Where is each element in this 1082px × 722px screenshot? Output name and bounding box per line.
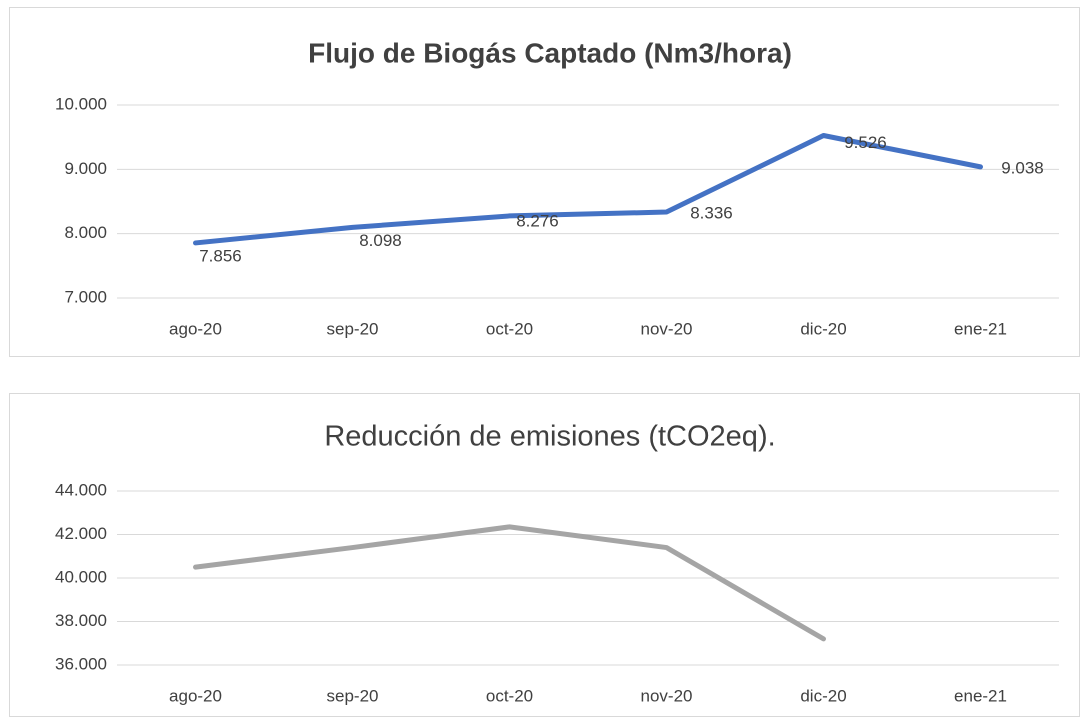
y-tick-label: 44.000 [55,480,107,499]
x-tick-label: sep-20 [327,319,379,338]
y-tick-label: 7.000 [64,287,107,306]
data-label: 8.276 [516,211,559,230]
x-tick-label: sep-20 [327,686,379,705]
data-label: 8.336 [690,204,733,223]
x-tick-label: nov-20 [641,686,693,705]
chart-title: Reducción de emisiones (tCO2eq). [324,421,775,453]
x-tick-label: dic-20 [800,319,846,338]
x-tick-label: ene-21 [954,686,1007,705]
line [193,524,826,642]
y-tick-label: 40.000 [55,567,107,586]
chart-title: Flujo de Biogás Captado (Nm3/hora) [308,37,792,68]
x-tick-label: nov-20 [641,319,693,338]
x-tick-label: oct-20 [486,686,533,705]
y-tick-label: 10.000 [55,94,107,113]
y-tick-label: 36.000 [55,654,107,673]
data-label: 8.098 [359,231,402,250]
y-tick-label: 38.000 [55,611,107,630]
data-label: 9.038 [1001,158,1044,177]
x-tick-label: dic-20 [800,686,846,705]
chart-frame [9,393,1080,717]
line [193,132,983,246]
y-tick-label: 9.000 [64,159,107,178]
y-tick-label: 8.000 [64,223,107,242]
x-tick-label: ene-21 [954,319,1007,338]
x-tick-label: ago-20 [169,686,222,705]
x-tick-label: ago-20 [169,319,222,338]
x-tick-label: oct-20 [486,319,533,338]
y-tick-label: 42.000 [55,524,107,543]
data-label: 9.526 [844,133,887,152]
data-label: 7.856 [199,246,242,265]
